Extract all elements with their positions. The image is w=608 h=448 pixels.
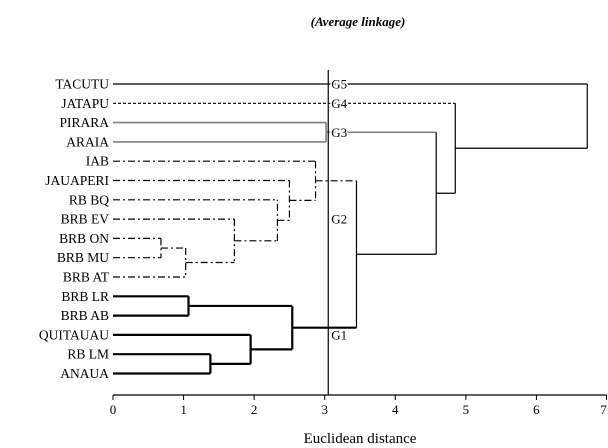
x-tick-label-3: 3 — [321, 402, 328, 417]
x-axis: 0 1 2 3 4 5 6 7 — [110, 394, 607, 417]
x-tick-label-4: 4 — [392, 402, 399, 417]
leaf-label-iab: IAB — [86, 154, 109, 169]
group-label-g2: G2 — [331, 212, 347, 227]
x-axis-label: Euclidean distance — [304, 431, 417, 447]
x-tick-label-5: 5 — [463, 402, 470, 417]
group-label-g1: G1 — [331, 327, 347, 342]
x-tick-label-2: 2 — [251, 402, 258, 417]
chart-title: (Average linkage) — [311, 14, 406, 29]
leaf-label-brb-ev: BRB EV — [61, 212, 110, 227]
x-tick-label-0: 0 — [110, 402, 117, 417]
leaf-label-brb-lr: BRB LR — [61, 289, 109, 304]
leaf-label-jauaperi: JAUAPERI — [45, 173, 109, 188]
leaf-label-jatapu: JATAPU — [61, 96, 109, 111]
leaf-label-anaua: ANAUA — [60, 366, 109, 381]
leaf-label-tacutu: TACUTU — [55, 77, 109, 92]
x-tick-label-1: 1 — [180, 402, 187, 417]
leaf-label-brb-ab: BRB AB — [61, 308, 109, 323]
leaf-label-araia: ARAIA — [66, 134, 109, 149]
leaf-label-pirara: PIRARA — [59, 115, 109, 130]
leaf-label-rb-lm: RB LM — [67, 347, 109, 362]
leaf-label-quitauau: QUITAUAU — [39, 327, 109, 342]
group-label-g5: G5 — [331, 77, 347, 92]
dendrogram-links — [113, 83, 588, 375]
x-tick-label-7: 7 — [600, 402, 607, 417]
group-label-g4: G4 — [331, 96, 347, 111]
leaf-label-brb-on: BRB ON — [59, 231, 109, 246]
group-labels: G5 G4 G3 G2 G1 — [330, 75, 349, 344]
x-tick-label-6: 6 — [533, 402, 540, 417]
leaf-label-rb-bq: RB BQ — [69, 192, 109, 207]
group-label-g3: G3 — [331, 125, 347, 140]
leaf-label-brb-mu: BRB MU — [57, 250, 109, 265]
leaf-labels: TACUTU JATAPU PIRARA ARAIA IAB JAUAPERI RB BQ B… — [39, 77, 110, 382]
leaf-label-brb-at: BRB AT — [63, 270, 110, 285]
